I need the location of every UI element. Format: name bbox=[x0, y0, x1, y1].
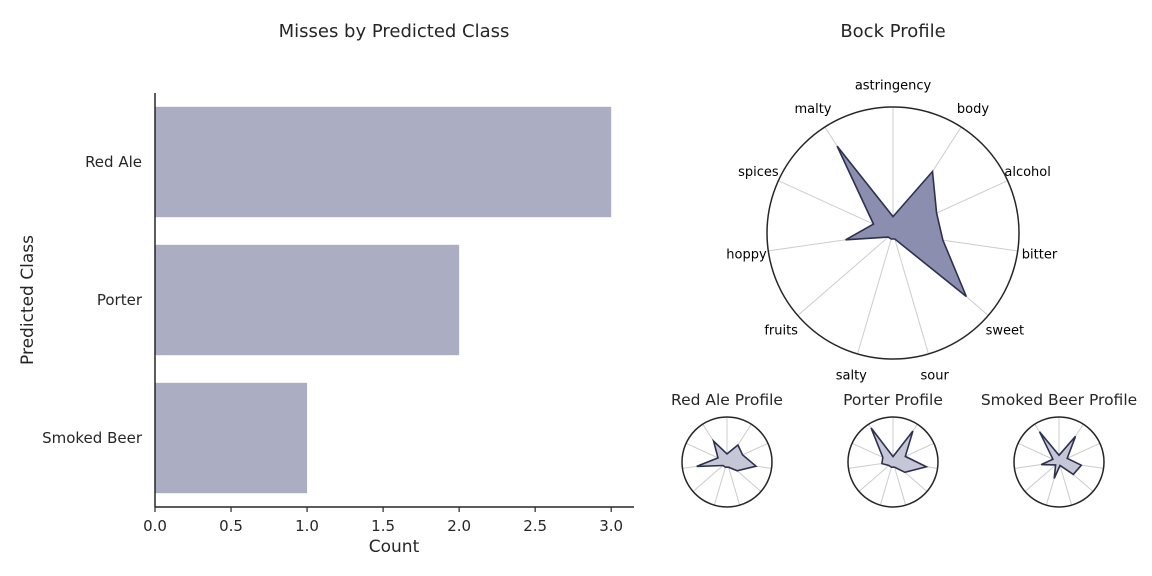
radar-smoked-beer-title: Smoked Beer Profile bbox=[981, 391, 1137, 409]
radar-axis-label: hoppy bbox=[726, 248, 767, 263]
radar-spoke bbox=[692, 461, 728, 492]
x-tick-label: 2.5 bbox=[523, 517, 547, 535]
radar-spoke bbox=[892, 461, 907, 506]
radar-axis-label: fruits bbox=[764, 323, 798, 338]
radar-frame bbox=[766, 106, 1020, 360]
radar-frame bbox=[1013, 416, 1105, 508]
radar-spoke bbox=[726, 461, 741, 506]
radar-bock-title: Bock Profile bbox=[840, 21, 945, 42]
radar-bock: Bock Profile astringency body alcohol bitte… bbox=[726, 21, 1058, 384]
x-tick-label: 0.5 bbox=[219, 517, 243, 535]
x-axis-label: Count bbox=[369, 537, 420, 557]
bar-chart-title: Misses by Predicted Class bbox=[279, 21, 510, 42]
radar-spoke bbox=[858, 461, 894, 492]
y-tick-label: Smoked Beer bbox=[42, 429, 143, 447]
radar-axis-label: spices bbox=[738, 165, 779, 180]
radar-axis-label: sweet bbox=[986, 323, 1025, 338]
radar-area bbox=[1038, 431, 1083, 479]
radar-red-ale-title: Red Ale Profile bbox=[671, 391, 783, 409]
radar-axis-label: bitter bbox=[1022, 248, 1058, 263]
radar-smoked-beer: Smoked Beer Profile bbox=[981, 391, 1137, 508]
radar-axis-label: sour bbox=[921, 369, 950, 384]
radar-frame bbox=[681, 416, 773, 508]
x-tick-label: 1.0 bbox=[295, 517, 319, 535]
x-tick-label: 3.0 bbox=[599, 517, 623, 535]
bar-group bbox=[155, 106, 612, 494]
radar-axis-label: astringency bbox=[855, 79, 932, 94]
radar-spoke bbox=[797, 232, 894, 316]
radar-axis-label: salty bbox=[836, 369, 867, 384]
radar-spoke bbox=[857, 232, 894, 355]
radar-porter-plot bbox=[847, 416, 939, 508]
radar-spoke bbox=[1058, 461, 1073, 506]
radar-area bbox=[836, 145, 968, 298]
y-tick-label: Red Ale bbox=[85, 153, 142, 171]
radar-frame bbox=[847, 416, 939, 508]
x-ticks: 0.0 0.5 1.0 1.5 2.0 2.5 3.0 bbox=[143, 507, 623, 535]
radar-bock-plot: astringency body alcohol bitter sweet sour sal… bbox=[726, 79, 1058, 384]
radar-axis-label: body bbox=[957, 102, 989, 117]
radar-spoke bbox=[879, 461, 894, 506]
radar-axis-label: alcohol bbox=[1004, 165, 1050, 180]
bar bbox=[155, 382, 308, 494]
radar-porter: Porter Profile bbox=[843, 391, 943, 508]
radar-spoke bbox=[713, 461, 728, 506]
radar-red-ale: Red Ale Profile bbox=[671, 391, 783, 508]
bar bbox=[155, 244, 460, 356]
x-tick-label: 0.0 bbox=[143, 517, 167, 535]
radar-smoked-beer-plot bbox=[1013, 416, 1105, 508]
radar-spoke bbox=[892, 232, 929, 355]
radar-area bbox=[870, 427, 929, 474]
bar bbox=[155, 106, 612, 218]
radar-porter-title: Porter Profile bbox=[843, 391, 943, 409]
y-tick-label: Porter bbox=[97, 291, 143, 309]
radar-spoke bbox=[1024, 461, 1060, 492]
radar-red-ale-plot bbox=[681, 416, 773, 508]
y-axis-label: Predicted Class bbox=[18, 235, 38, 365]
radar-area bbox=[696, 438, 758, 472]
radar-axis-label: malty bbox=[794, 102, 831, 117]
x-tick-label: 2.0 bbox=[447, 517, 471, 535]
bar-chart: Misses by Predicted Class Red Ale Porter S… bbox=[18, 21, 634, 557]
x-tick-label: 1.5 bbox=[371, 517, 395, 535]
y-tick-labels: Red Ale Porter Smoked Beer bbox=[42, 153, 143, 447]
